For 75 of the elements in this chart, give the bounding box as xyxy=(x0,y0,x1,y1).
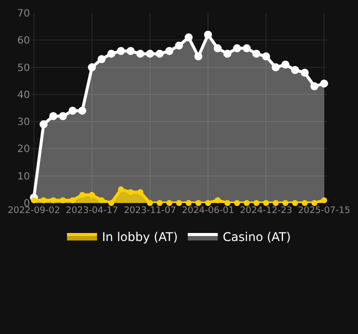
point xyxy=(50,197,56,204)
legend-label: In lobby (AT) xyxy=(102,230,178,244)
point xyxy=(136,50,144,58)
point xyxy=(214,197,221,204)
point xyxy=(310,82,318,90)
point xyxy=(107,50,116,58)
point xyxy=(58,112,67,120)
point xyxy=(175,42,183,50)
y-tick-label: 10 xyxy=(17,171,30,182)
legend-label: Casino (AT) xyxy=(222,230,291,244)
point xyxy=(302,200,308,206)
point xyxy=(242,44,251,52)
y-tick-label: 70 xyxy=(17,8,30,20)
point xyxy=(40,197,47,204)
point xyxy=(262,52,270,60)
y-tick-label: 20 xyxy=(17,144,30,156)
y-tick-label: 30 xyxy=(17,117,30,128)
point xyxy=(263,200,270,206)
x-tick-label: 2025-07-15 xyxy=(298,206,350,216)
point xyxy=(224,200,230,206)
point xyxy=(128,189,134,196)
point xyxy=(60,197,66,204)
x-tick-label: 2023-04-17 xyxy=(66,206,118,216)
point xyxy=(244,200,250,206)
point xyxy=(320,80,328,88)
point xyxy=(292,200,298,206)
point xyxy=(233,44,242,52)
point xyxy=(49,112,58,120)
point xyxy=(186,200,192,206)
x-tick-label: 2024-12-23 xyxy=(240,206,292,216)
point xyxy=(252,50,260,58)
point xyxy=(204,30,212,39)
point xyxy=(40,120,48,128)
point xyxy=(146,50,154,58)
point xyxy=(272,200,279,206)
point xyxy=(116,47,125,55)
point xyxy=(311,200,318,206)
y-tick-label: 60 xyxy=(17,36,30,47)
point xyxy=(68,106,77,115)
point xyxy=(137,189,144,196)
point xyxy=(88,192,95,198)
point xyxy=(70,197,76,204)
point xyxy=(146,200,153,206)
point xyxy=(126,47,135,55)
point xyxy=(205,200,212,206)
point xyxy=(194,52,202,60)
point xyxy=(321,197,328,204)
x-tick-label: 2024-06-01 xyxy=(182,206,234,216)
point xyxy=(108,200,114,206)
y-tick-label: 50 xyxy=(17,62,30,74)
point xyxy=(98,55,106,64)
point xyxy=(166,200,172,206)
point xyxy=(165,47,174,55)
point xyxy=(195,200,202,206)
point xyxy=(282,200,288,206)
point xyxy=(300,68,309,77)
point xyxy=(78,106,86,115)
point xyxy=(88,63,96,72)
point xyxy=(156,50,164,58)
point xyxy=(156,200,163,206)
point xyxy=(118,186,124,192)
point xyxy=(234,200,240,206)
point xyxy=(79,192,86,198)
y-tick-label: 40 xyxy=(17,90,30,101)
point xyxy=(253,200,260,206)
point xyxy=(223,50,232,58)
point xyxy=(98,197,105,204)
point xyxy=(291,66,300,74)
point xyxy=(30,197,37,204)
point xyxy=(184,33,193,42)
point xyxy=(214,44,222,52)
point xyxy=(281,60,290,69)
point xyxy=(176,200,182,206)
point xyxy=(272,63,280,72)
x-tick-label: 2023-11-07 xyxy=(124,206,176,216)
